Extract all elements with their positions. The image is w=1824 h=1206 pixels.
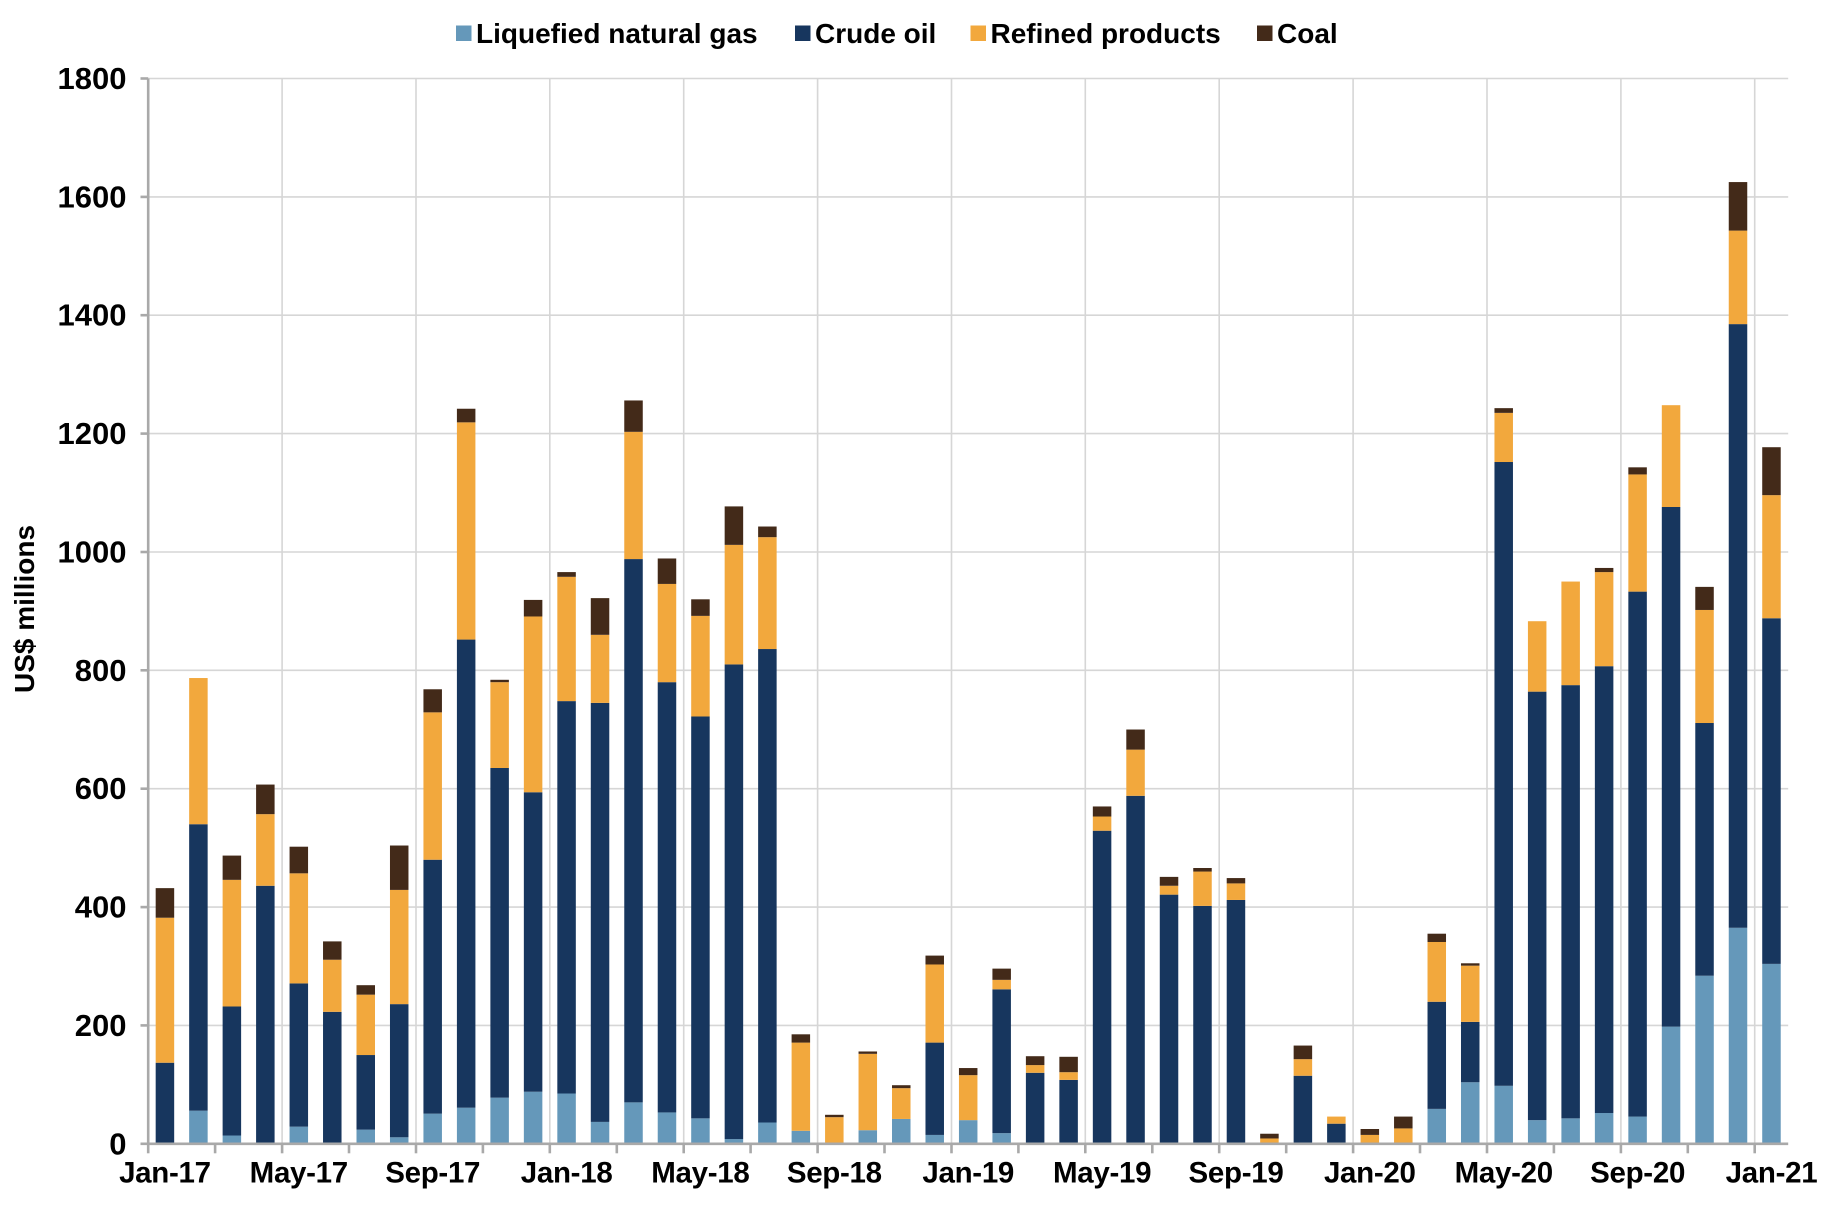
svg-text:Sep-18: Sep-18 [787, 1157, 882, 1190]
svg-text:1800: 1800 [58, 61, 127, 96]
svg-text:Jan-18: Jan-18 [521, 1157, 613, 1190]
svg-text:Jan-20: Jan-20 [1324, 1157, 1416, 1190]
svg-text:1200: 1200 [58, 416, 127, 451]
svg-text:800: 800 [75, 653, 127, 688]
svg-text:May-19: May-19 [1053, 1157, 1151, 1190]
svg-text:Sep-19: Sep-19 [1189, 1157, 1284, 1190]
svg-text:Jan-19: Jan-19 [922, 1157, 1014, 1190]
svg-text:Coal: Coal [1277, 18, 1338, 49]
svg-text:Sep-20: Sep-20 [1590, 1157, 1685, 1190]
svg-text:1400: 1400 [58, 298, 127, 333]
svg-text:600: 600 [75, 771, 127, 806]
svg-text:Sep-17: Sep-17 [385, 1157, 480, 1190]
svg-text:Jan-21: Jan-21 [1726, 1157, 1818, 1190]
svg-text:Refined products: Refined products [991, 18, 1221, 49]
svg-text:1000: 1000 [58, 535, 127, 570]
svg-text:400: 400 [75, 890, 127, 925]
svg-text:Jan-17: Jan-17 [119, 1157, 211, 1190]
svg-text:US$ millions: US$ millions [9, 525, 40, 693]
svg-text:200: 200 [75, 1008, 127, 1043]
svg-text:May-20: May-20 [1455, 1157, 1553, 1190]
svg-text:May-18: May-18 [651, 1157, 749, 1190]
svg-text:Crude oil: Crude oil [815, 18, 936, 49]
svg-text:0: 0 [109, 1126, 126, 1161]
svg-text:Liquefied natural gas: Liquefied natural gas [476, 18, 758, 49]
svg-text:May-17: May-17 [250, 1157, 348, 1190]
svg-text:1600: 1600 [58, 179, 127, 214]
